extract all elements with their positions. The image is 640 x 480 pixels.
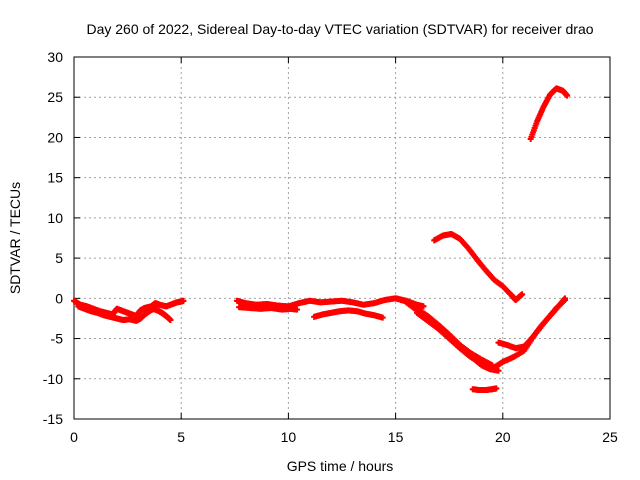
y-tick-label: -15 (43, 411, 63, 427)
y-tick-label: 20 (47, 129, 63, 145)
axis-ticks: 0 5 10 15 20 25 -15 -10 -5 0 5 10 15 20 25 30 (43, 49, 618, 445)
series-recovery-b (495, 295, 568, 352)
series-upper-arc (431, 230, 526, 303)
y-tick-label: 15 (47, 170, 63, 186)
series-early-b (75, 303, 174, 324)
grid (74, 57, 610, 419)
x-tick-label: 5 (177, 429, 185, 445)
data-point (564, 92, 571, 99)
x-tick-label: 20 (495, 429, 511, 445)
data-point (420, 303, 427, 310)
data-point (495, 367, 502, 374)
y-tick-label: -5 (51, 331, 64, 347)
y-tick-label: 5 (55, 250, 63, 266)
data-point (379, 314, 386, 321)
series-top-right (527, 85, 571, 143)
chart-title: Day 260 of 2022, Sidereal Day-to-day VTE… (86, 21, 593, 37)
y-tick-label: -10 (43, 371, 63, 387)
y-axis-label: SDTVAR / TECUs (7, 182, 23, 294)
y-tick-label: 0 (55, 290, 63, 306)
x-tick-label: 15 (388, 429, 404, 445)
x-axis-label: GPS time / hours (287, 458, 394, 474)
y-tick-label: 30 (47, 49, 63, 65)
data-point (561, 295, 568, 302)
data-point (519, 291, 526, 298)
plot-frame (73, 56, 611, 420)
series-bottom-cluster (469, 385, 500, 394)
data-point (167, 317, 174, 324)
x-tick-label: 0 (70, 429, 78, 445)
data-point (180, 297, 187, 304)
data-points (71, 85, 571, 394)
series-descent-c (414, 309, 496, 371)
data-point (293, 306, 300, 313)
x-tick-label: 10 (281, 429, 297, 445)
y-tick-label: 25 (47, 89, 63, 105)
series-middle-b (311, 307, 386, 321)
x-tick-label: 25 (602, 429, 618, 445)
series-middle-lower (236, 304, 300, 313)
y-tick-label: 10 (47, 210, 63, 226)
data-point (493, 385, 500, 392)
